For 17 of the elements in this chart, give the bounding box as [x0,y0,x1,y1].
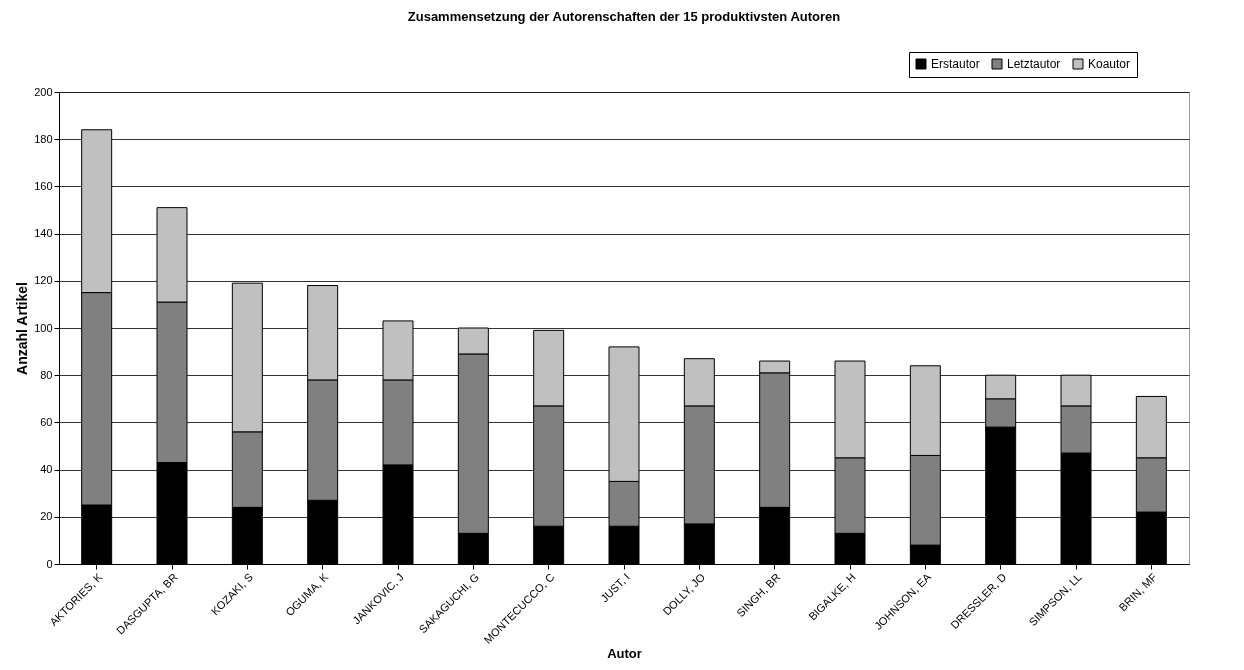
legend-label: Koautor [1088,57,1131,71]
x-axis-title: Autor [607,645,642,661]
y-tick-label: 200 [34,85,53,98]
y-tick-label: 0 [46,557,53,570]
legend-label: Letztautor [1007,57,1061,71]
y-tick-label: 80 [40,368,53,381]
y-tick-label: 180 [34,132,53,145]
y-tick-label: 120 [34,274,53,287]
chart-title: Zusammensetzung der Autorenschaften der 15 produktivsten Autoren [407,8,841,24]
legend-label: Erstautor [931,57,980,71]
y-tick-label: 40 [40,463,53,476]
y-tick-label: 60 [40,415,53,428]
y-tick-label: 140 [34,227,53,240]
y-tick-label: 160 [34,179,53,192]
y-tick-label: 100 [34,321,53,334]
y-axis-title: Anzahl Artikel [14,282,31,375]
y-tick-label: 20 [40,510,53,523]
